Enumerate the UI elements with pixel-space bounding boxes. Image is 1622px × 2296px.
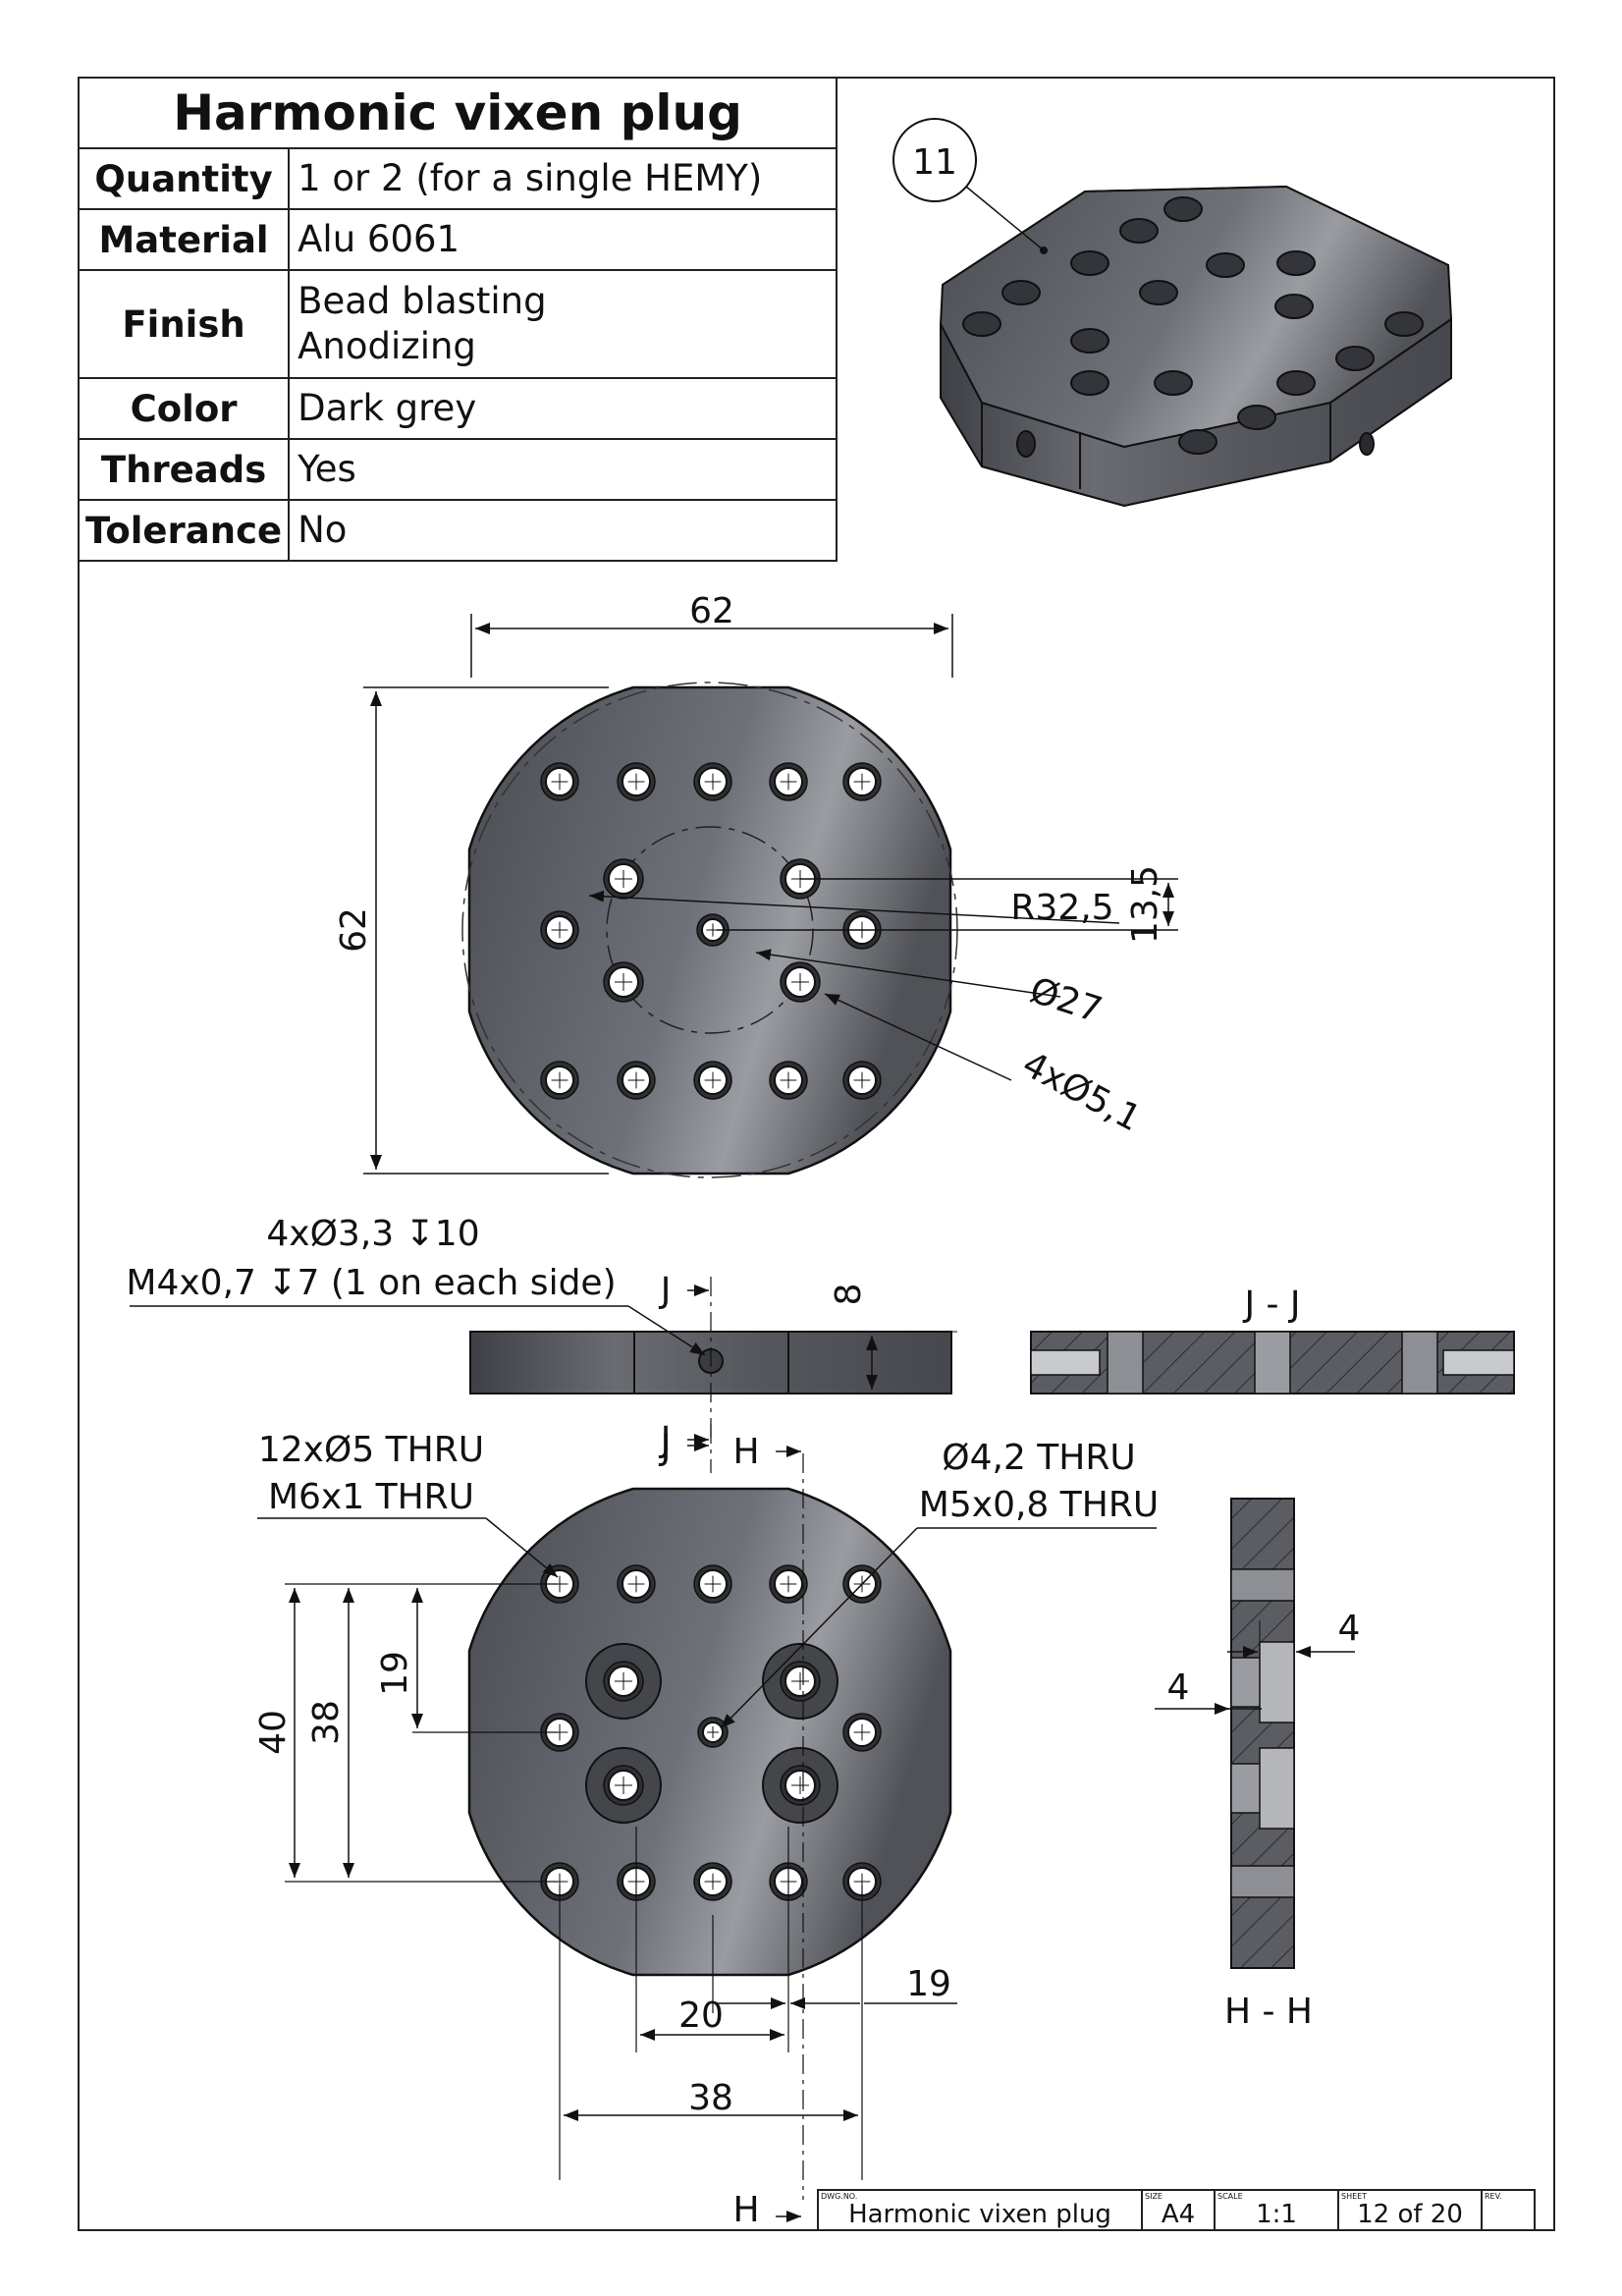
size-value: A4 [1161, 2200, 1196, 2229]
property-key: Tolerance [77, 499, 291, 562]
property-row-threads: Threads Yes [77, 438, 838, 501]
property-value: 1 or 2 (for a single HEMY) [288, 147, 838, 210]
iso-hole [1070, 370, 1109, 396]
dim-38-horizontal: 38 [688, 2078, 733, 2118]
section-hh-title: H - H [1224, 1992, 1313, 2032]
property-value: Dark grey [288, 377, 838, 440]
section-mark-h-bottom: H [732, 2190, 759, 2230]
part-title: Harmonic vixen plug [77, 77, 838, 149]
property-row-quantity: Quantity 1 or 2 (for a single HEMY) [77, 147, 838, 210]
dim-40: 40 [253, 1710, 294, 1755]
property-key: Material [77, 208, 291, 271]
iso-hole [962, 311, 1001, 337]
dim-offset: 13,5 [1125, 865, 1165, 944]
property-value: Alu 6061 [288, 208, 838, 271]
section-mark-j-bottom: J [659, 1420, 672, 1460]
property-row-finish: Finish Bead blasting Anodizing [77, 269, 838, 379]
dim-38-vertical: 38 [306, 1700, 347, 1745]
holes-note-b1: Ø4,2 THRU [942, 1438, 1135, 1478]
bottom-view: H H J 12xØ5 THRU M6x1 THRU Ø4,2 THRU M5x… [253, 1424, 1159, 2230]
property-value: Yes [288, 438, 838, 501]
dim-cb-offset: 4 [1167, 1667, 1190, 1708]
dim-19-vertical: 19 [375, 1651, 415, 1696]
rev-label: REV. [1485, 2192, 1502, 2201]
property-row-material: Material Alu 6061 [77, 208, 838, 271]
finish-value-1: Bead blasting [297, 280, 547, 322]
property-key: Threads [77, 438, 291, 501]
section-jj-view: J - J [1030, 1285, 1515, 1394]
size-label: SIZE [1145, 2192, 1162, 2201]
property-key: Finish [77, 269, 291, 379]
dim-thickness: 8 [829, 1284, 869, 1306]
title-block-scale: SCALE 1:1 [1214, 2189, 1339, 2231]
dim-radius: R32,5 [1010, 888, 1113, 928]
dim-20: 20 [678, 1995, 724, 2036]
title-block-dwg-no: DWG.NO. Harmonic vixen plug [817, 2189, 1143, 2231]
dim-cb-depth: 4 [1338, 1609, 1361, 1649]
dwg-no-value: Harmonic vixen plug [848, 2200, 1111, 2229]
dim-holes: 4xØ5,1 [1015, 1044, 1147, 1139]
item-balloon [892, 118, 977, 202]
balloon-number: 11 [912, 142, 957, 183]
dim-height: 62 [334, 907, 374, 953]
iso-hole [1139, 280, 1178, 305]
iso-hole [1335, 346, 1375, 371]
top-view: 62 62 13,5 R32,5 Ø27 4xØ5,1 [334, 591, 1178, 1178]
section-jj-title: J - J [1242, 1285, 1300, 1325]
side-view: J J 4xØ3,3 ↧10 M4x0,7 ↧7 (1 on each side… [126, 1214, 957, 1460]
title-block-size: SIZE A4 [1141, 2189, 1216, 2231]
section-mark-j-bottom-view: J [659, 1428, 672, 1468]
dim-width: 62 [689, 591, 734, 631]
dim-19-horizontal: 19 [906, 1964, 951, 2004]
iso-hole [1274, 294, 1314, 319]
iso-hole [1070, 250, 1109, 276]
iso-hole [1237, 405, 1276, 430]
iso-hole [1178, 429, 1217, 455]
section-mark-j-top: J [659, 1271, 672, 1311]
iso-hole [1001, 280, 1041, 305]
dwg-no-label: DWG.NO. [821, 2192, 858, 2201]
finish-value-2: Anodizing [297, 325, 476, 367]
section-hh-view: 4 4 H - H [1155, 1498, 1361, 2032]
sheet-label: SHEET [1341, 2192, 1368, 2201]
holes-note-b2: M5x0,8 THRU [919, 1485, 1159, 1525]
isometric-view: 11 [892, 118, 1453, 508]
side-note-line2: M4x0,7 ↧7 (1 on each side) [126, 1263, 616, 1303]
section-mark-h-top: H [732, 1432, 759, 1472]
iso-hole [1276, 250, 1316, 276]
iso-hole [1206, 252, 1245, 278]
iso-hole [1070, 328, 1109, 354]
property-value: Bead blasting Anodizing [288, 269, 838, 379]
iso-hole [1384, 311, 1424, 337]
holes-note-a2: M6x1 THRU [268, 1477, 474, 1517]
property-key: Color [77, 377, 291, 440]
title-block: DWG.NO. Harmonic vixen plug SIZE A4 SCAL… [817, 2189, 1536, 2231]
property-value: No [288, 499, 838, 562]
iso-hole [1276, 370, 1316, 396]
scale-label: SCALE [1217, 2192, 1243, 2201]
holes-note-a1: 12xØ5 THRU [258, 1430, 484, 1470]
title-block-rev: REV. [1481, 2189, 1536, 2231]
sheet-value: 12 of 20 [1357, 2200, 1463, 2229]
property-key: Quantity [77, 147, 291, 210]
side-note-line1: 4xØ3,3 ↧10 [266, 1214, 479, 1254]
property-row-color: Color Dark grey [77, 377, 838, 440]
title-block-sheet: SHEET 12 of 20 [1337, 2189, 1483, 2231]
iso-hole [1119, 218, 1159, 244]
scale-value: 1:1 [1256, 2200, 1297, 2229]
properties-table: Harmonic vixen plug Quantity 1 or 2 (for… [77, 77, 838, 562]
iso-hole [1163, 196, 1203, 222]
title-row: Harmonic vixen plug [77, 77, 838, 149]
property-row-tolerance: Tolerance No [77, 499, 838, 562]
iso-hole [1154, 370, 1193, 396]
dim-pcd: Ø27 [1025, 970, 1107, 1031]
